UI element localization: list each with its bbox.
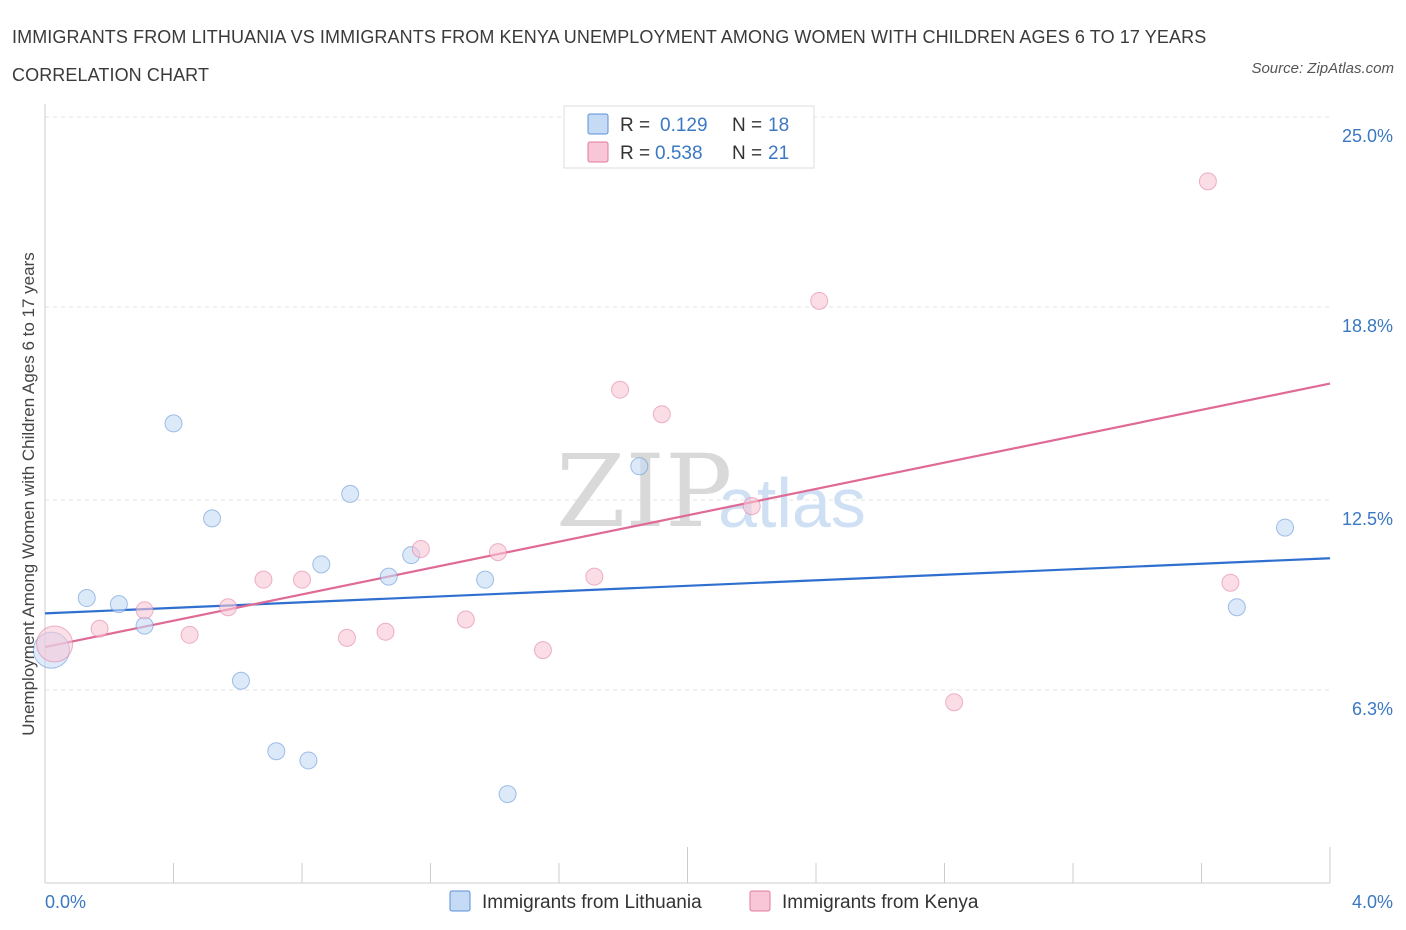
point-kenya [36,625,74,663]
point-lithuania [476,570,495,589]
point-lithuania [135,616,154,635]
point-kenya [533,641,552,660]
watermark-zip: ZIP [556,433,732,550]
point-kenya [1198,172,1217,191]
point-kenya [456,610,475,629]
point-lithuania [498,785,517,804]
point-kenya [1221,573,1240,592]
legend-r-value-kenya: 0.538 [655,143,703,164]
series-legend: Immigrants from Lithuania Immigrants fro… [449,890,979,913]
point-kenya [611,380,630,399]
y-tick-label: 6.3% [1352,699,1393,719]
legend-n-label-lithuania: N = [732,115,762,136]
legend-swatch-lithuania [587,113,609,135]
point-lithuania [630,457,649,476]
point-kenya [810,291,829,310]
point-lithuania [1276,518,1295,537]
point-lithuania [312,555,331,574]
point-kenya [652,405,671,424]
point-lithuania [1227,598,1246,617]
point-kenya [293,570,311,589]
point-lithuania [231,671,250,690]
point-lithuania [267,742,286,761]
point-kenya [742,497,761,516]
legend-swatch-kenya [587,141,609,163]
trend-line-kenya [44,382,1331,649]
point-lithuania [341,484,360,503]
y-axis-title: Unemployment Among Women with Children A… [19,252,38,736]
chart-title: IMMIGRANTS FROM LITHUANIA VS IMMIGRANTS … [12,27,1207,85]
x-tick-label: 4.0% [1352,892,1393,912]
series-swatch-lithuania [449,890,471,912]
data-points [32,172,1295,804]
point-kenya [180,625,199,644]
series-swatch-kenya [749,890,771,912]
point-lithuania [299,751,318,770]
point-kenya [90,619,109,638]
point-kenya [411,540,430,559]
legend-r-label-lithuania: R = [620,115,650,136]
point-kenya [219,598,238,617]
series-label-kenya: Immigrants from Kenya [782,892,979,913]
axes [44,104,1331,884]
stats-legend: R = 0.129 N = 18 R = 0.538 N = 21 [563,105,815,169]
legend-n-value-lithuania: 18 [768,115,789,136]
point-lithuania [77,589,96,608]
series-label-lithuania: Immigrants from Lithuania [482,892,702,913]
watermark-atlas: atlas [718,464,866,542]
point-kenya [337,628,356,647]
legend-r-value-lithuania: 0.129 [660,115,708,136]
point-lithuania [379,567,398,586]
legend-n-label-kenya: N = [732,143,762,164]
point-kenya [254,570,273,589]
trend-lines [44,382,1331,649]
point-kenya [488,543,507,562]
point-lithuania [203,509,222,528]
tick-labels: 6.3% 12.5% 18.8% 25.0% 0.0% 4.0% [45,126,1393,912]
point-lithuania [109,595,128,614]
point-lithuania [164,414,183,433]
point-kenya [376,622,395,641]
x-tick-label: 0.0% [45,892,86,912]
y-tick-label: 12.5% [1342,509,1393,529]
chart-source: Source: ZipAtlas.com [1251,60,1394,77]
point-kenya [585,567,604,586]
y-tick-label: 18.8% [1342,316,1393,336]
y-tick-label: 25.0% [1342,126,1393,146]
point-kenya [135,601,154,620]
legend-r-label-kenya: R = [620,143,650,164]
trend-line-lithuania [44,557,1331,615]
legend-n-value-kenya: 21 [768,143,789,164]
point-kenya [945,693,964,712]
